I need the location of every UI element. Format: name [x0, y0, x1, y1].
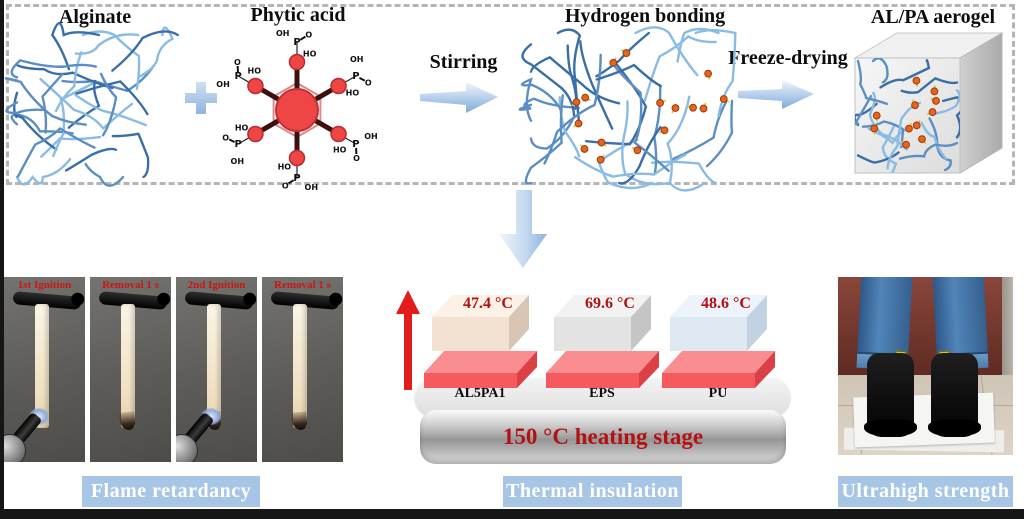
- down-arrow-icon: [499, 190, 547, 268]
- svg-text:P: P: [234, 139, 241, 150]
- svg-text:O: O: [282, 182, 289, 191]
- sample-name: PU: [708, 386, 728, 401]
- boot: [928, 353, 981, 437]
- temperature-value: 69.6 °C: [585, 295, 635, 312]
- scheme-dashed-border: [6, 4, 1015, 185]
- aerogel-strip: [291, 304, 309, 431]
- left-edge-bar: [0, 0, 4, 519]
- temperature-value: 47.4 °C: [463, 295, 513, 312]
- svg-text:P: P: [352, 139, 359, 150]
- svg-text:O: O: [305, 30, 312, 39]
- svg-text:O: O: [222, 134, 229, 143]
- svg-text:HO: HO: [278, 163, 292, 172]
- svg-text:P: P: [293, 173, 300, 184]
- aerogel-strip: [119, 304, 137, 431]
- freeze-drying-label: Freeze-drying: [728, 47, 848, 69]
- flame-photo-removal-2: Removal 1 s: [262, 277, 343, 462]
- photo-caption: Removal 1 s: [102, 279, 159, 291]
- caption-ultrahigh-strength: Ultrahigh strength: [838, 476, 1013, 507]
- door-frame: [1002, 277, 1013, 375]
- svg-text:OH: OH: [216, 80, 230, 89]
- svg-text:P: P: [352, 71, 359, 82]
- caption-flame-retardancy: Flame retardancy: [82, 476, 260, 507]
- svg-text:OH: OH: [231, 157, 245, 166]
- flame-photo-removal-1: Removal 1 s: [90, 277, 171, 462]
- flame-photo-2nd-ignition: 2nd Ignition: [176, 277, 257, 462]
- hydrogen-bonding-title: Hydrogen bonding: [564, 5, 726, 27]
- block-front-face: [432, 317, 509, 351]
- block-front-face: [670, 317, 747, 351]
- svg-text:HO: HO: [333, 145, 347, 154]
- torch: [4, 277, 85, 462]
- plus-icon: [185, 82, 217, 114]
- strength-photo: [838, 277, 1013, 455]
- photo-caption: 2nd Ignition: [187, 279, 246, 291]
- alginate-title: Alginate: [58, 6, 132, 28]
- sample-name: EPS: [589, 386, 615, 401]
- hot-slab-front: [546, 373, 639, 388]
- svg-text:O: O: [234, 58, 241, 67]
- svg-text:HO: HO: [346, 89, 360, 98]
- hydrogen-bonding-network-illustration: [518, 26, 737, 192]
- hot-slab-top: [546, 351, 659, 373]
- photo-caption: Removal 1 s: [274, 279, 331, 291]
- hot-slab-front: [424, 373, 517, 388]
- freeze-drying-arrow-icon: [738, 80, 814, 109]
- block-top-face: [432, 295, 529, 317]
- thermal-insulation-panel: 150 °C heating stage 47.4 °C AL5PA1 69.6…: [395, 272, 815, 468]
- block-top-face: [670, 295, 767, 317]
- block-front-face: [554, 317, 631, 351]
- svg-text:P: P: [234, 71, 241, 82]
- heating-stage-base: 150 °C heating stage: [420, 410, 786, 464]
- aerogel-title: AL/PA aerogel: [870, 6, 996, 28]
- sample-block-pu: 48.6 °C PU: [662, 290, 792, 402]
- svg-text:OH: OH: [305, 183, 319, 192]
- svg-text:HO: HO: [248, 67, 262, 76]
- svg-text:OH: OH: [364, 132, 378, 141]
- stirring-arrow-icon: [420, 82, 498, 113]
- hot-slab-top: [662, 351, 775, 373]
- aerogel-cube-illustration: [853, 32, 1004, 174]
- bottom-edge-bar: [0, 509, 1024, 519]
- red-up-arrow-icon: [396, 290, 420, 390]
- photo-caption: 1st Ignition: [17, 279, 72, 291]
- flame-photo-1st-ignition: 1st Ignition: [4, 277, 85, 462]
- stirring-label: Stirring: [429, 51, 498, 73]
- alginate-network-illustration: [4, 22, 179, 187]
- hot-slab-top: [424, 351, 537, 373]
- svg-text:O: O: [365, 78, 372, 87]
- block-top-face: [554, 295, 651, 317]
- sample-block-al5pa1: 47.4 °C AL5PA1: [424, 290, 554, 402]
- temperature-value: 48.6 °C: [701, 295, 751, 312]
- svg-text:HO: HO: [303, 49, 317, 58]
- caption-thermal-insulation: Thermal insulation: [503, 476, 682, 507]
- svg-text:HO: HO: [235, 123, 249, 132]
- sample-block-eps: 69.6 °C EPS: [546, 290, 676, 402]
- svg-text:O: O: [353, 154, 360, 163]
- aerogel-strip: [205, 304, 223, 431]
- phytic-acid-title: Phytic acid: [250, 4, 346, 26]
- aerogel-strip: [35, 304, 49, 428]
- svg-text:P: P: [293, 37, 300, 48]
- svg-text:OH: OH: [276, 29, 290, 38]
- boot: [864, 353, 917, 437]
- sample-name: AL5PA1: [454, 386, 506, 401]
- torch: [176, 277, 257, 462]
- svg-text:OH: OH: [350, 55, 364, 64]
- hot-slab-front: [662, 373, 755, 388]
